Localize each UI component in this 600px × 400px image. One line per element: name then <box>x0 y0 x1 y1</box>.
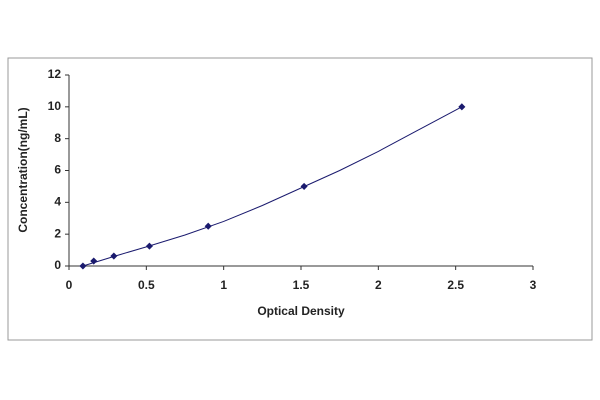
chart-frame <box>7 57 593 341</box>
x-tick-label: 2 <box>375 278 382 292</box>
x-tick-label: 0.5 <box>138 278 155 292</box>
y-tick-label: 6 <box>54 163 61 177</box>
x-tick-label: 2.5 <box>447 278 464 292</box>
x-tick-label: 3 <box>530 278 537 292</box>
y-tick-label: 4 <box>54 195 61 209</box>
y-tick-label: 8 <box>54 131 61 145</box>
y-tick-label: 10 <box>48 99 62 113</box>
x-tick-label: 1.5 <box>293 278 310 292</box>
y-tick-label: 0 <box>54 258 61 272</box>
y-tick-label: 12 <box>48 67 62 81</box>
x-tick-label: 1 <box>220 278 227 292</box>
y-axis-label: Concentration(ng/mL) <box>16 107 30 232</box>
x-axis-label: Optical Density <box>257 304 345 318</box>
x-tick-label: 0 <box>66 278 73 292</box>
y-tick-label: 2 <box>54 226 61 240</box>
fit-curve <box>82 106 463 267</box>
